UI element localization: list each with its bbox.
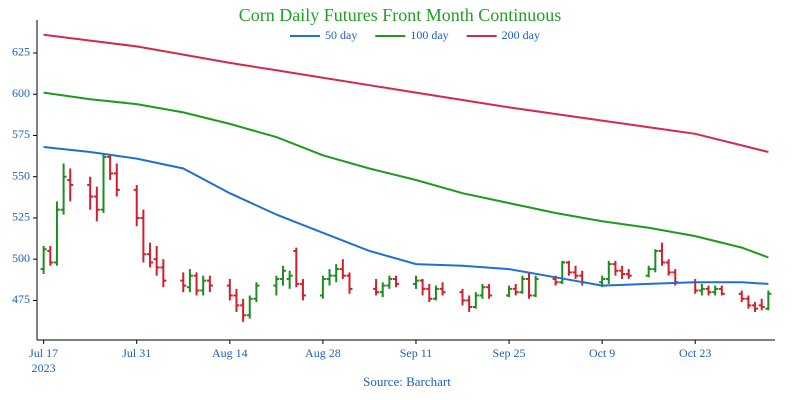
legend-label: 100 day (410, 28, 448, 42)
x-tick-label: Sep 25 (493, 346, 526, 360)
y-tick-label: 500 (12, 251, 30, 265)
y-tick-label: 550 (12, 168, 30, 182)
x-tick-label: Aug 28 (305, 346, 341, 360)
legend-label: 50 day (325, 28, 357, 42)
x-tick-label: Sep 11 (400, 346, 433, 360)
x-tick-label: Oct 23 (679, 346, 711, 360)
y-tick-label: 575 (12, 127, 30, 141)
y-tick-label: 625 (12, 45, 30, 59)
y-tick-label: 525 (12, 210, 30, 224)
x-tick-label: Oct 9 (589, 346, 615, 360)
source-note: Source: Barchart (363, 374, 451, 389)
y-tick-label: 475 (12, 292, 30, 306)
ma-line (43, 91, 769, 259)
chart-title: Corn Daily Futures Front Month Continuou… (239, 5, 562, 25)
ma-line (43, 146, 769, 287)
y-tick-label: 600 (12, 86, 30, 100)
x-tick-label: Jul 31 (122, 346, 151, 360)
x-tick-label: Jul 17 2023 (29, 346, 58, 375)
ma-line (43, 33, 769, 153)
x-tick-label: Aug 14 (212, 346, 248, 360)
legend-label: 200 day (502, 28, 540, 42)
